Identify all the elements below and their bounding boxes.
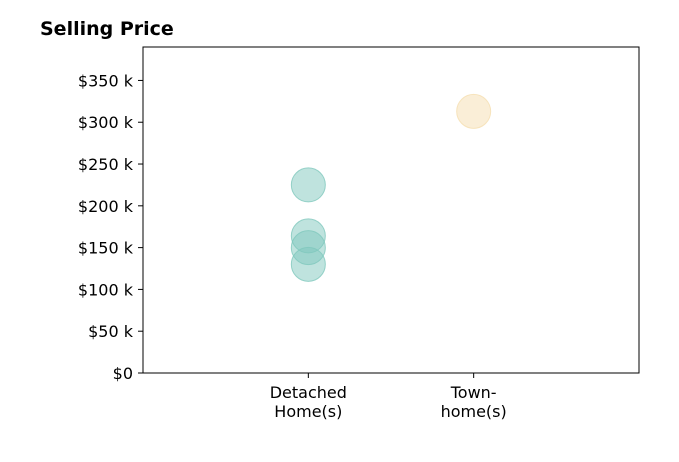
x-tick-label-line: Detached: [270, 383, 347, 402]
data-point: [290, 246, 326, 282]
y-tick-label: $150 k: [78, 239, 134, 258]
x-tick-label-line: home(s): [441, 402, 507, 421]
y-tick-label: $0: [113, 364, 133, 383]
y-tick-label: $250 k: [78, 155, 134, 174]
y-axis: $0 $50 k $100 k $150 k $200 k $250 k $300 k $35…: [78, 71, 143, 383]
plot-frame: [142, 46, 640, 374]
x-tick-label: Detached Home(s): [270, 383, 347, 421]
y-tick-label: $350 k: [78, 71, 134, 90]
data-point: [456, 93, 492, 129]
x-tick-label-line: Home(s): [274, 402, 342, 421]
y-tick-label: $200 k: [78, 197, 134, 216]
x-tick-label: Town-home(s): [441, 383, 507, 421]
data-point: [290, 167, 326, 203]
x-axis: Detached Home(s) Town-home(s): [270, 373, 507, 421]
points-layer: [290, 93, 492, 282]
y-tick-label: $50 k: [88, 322, 134, 341]
y-tick-label: $100 k: [78, 280, 134, 299]
chart-title: Selling Price: [40, 18, 174, 40]
y-tick-label: $300 k: [78, 113, 134, 132]
x-tick-label-line: Town-: [450, 383, 497, 402]
